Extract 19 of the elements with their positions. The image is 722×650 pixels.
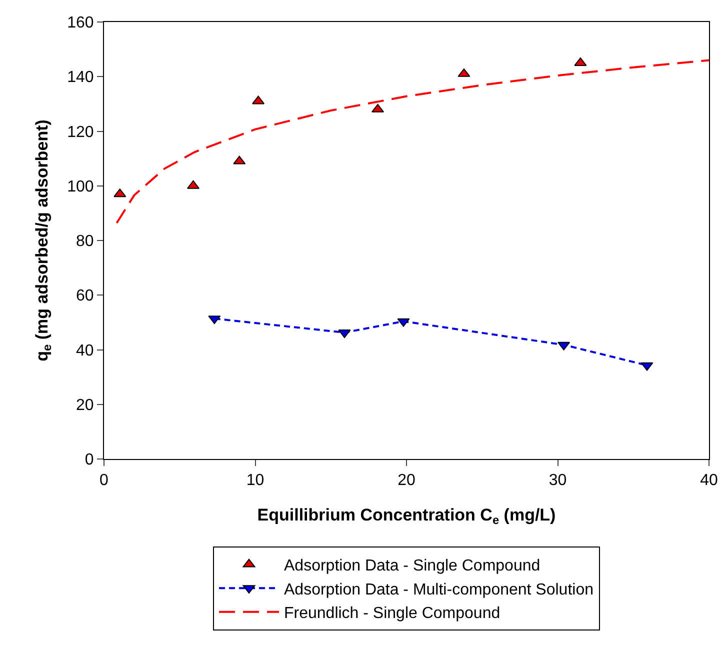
y-tick-label: 80 bbox=[76, 233, 94, 250]
legend-label: Adsorption Data - Single Compound bbox=[284, 558, 540, 575]
y-tick-label: 40 bbox=[76, 342, 94, 360]
y-tick-label: 120 bbox=[67, 124, 94, 141]
y-tick-label: 160 bbox=[67, 14, 94, 32]
x-axis-title: Equillibrium Concentration C$_{e}$ (mg/L) bbox=[257, 506, 556, 528]
legend-label: Freundlich - Single Compound bbox=[284, 605, 500, 622]
y-tick-label: 140 bbox=[67, 69, 94, 86]
y-tick-label: 100 bbox=[67, 178, 94, 196]
x-tick-label: 10 bbox=[246, 472, 264, 490]
x-tick-label: 30 bbox=[548, 472, 567, 490]
legend-label: Adsorption Data - Multi-component Solution bbox=[284, 581, 594, 598]
line-series bbox=[116, 59, 709, 224]
y-tick-label: 0 bbox=[84, 452, 94, 469]
x-tick-label: 0 bbox=[100, 472, 109, 490]
y-tick-label: 60 bbox=[76, 288, 94, 305]
x-tick-label: 20 bbox=[398, 472, 416, 490]
x-tick-label: 40 bbox=[700, 472, 718, 490]
y-tick-label: 20 bbox=[76, 396, 94, 414]
